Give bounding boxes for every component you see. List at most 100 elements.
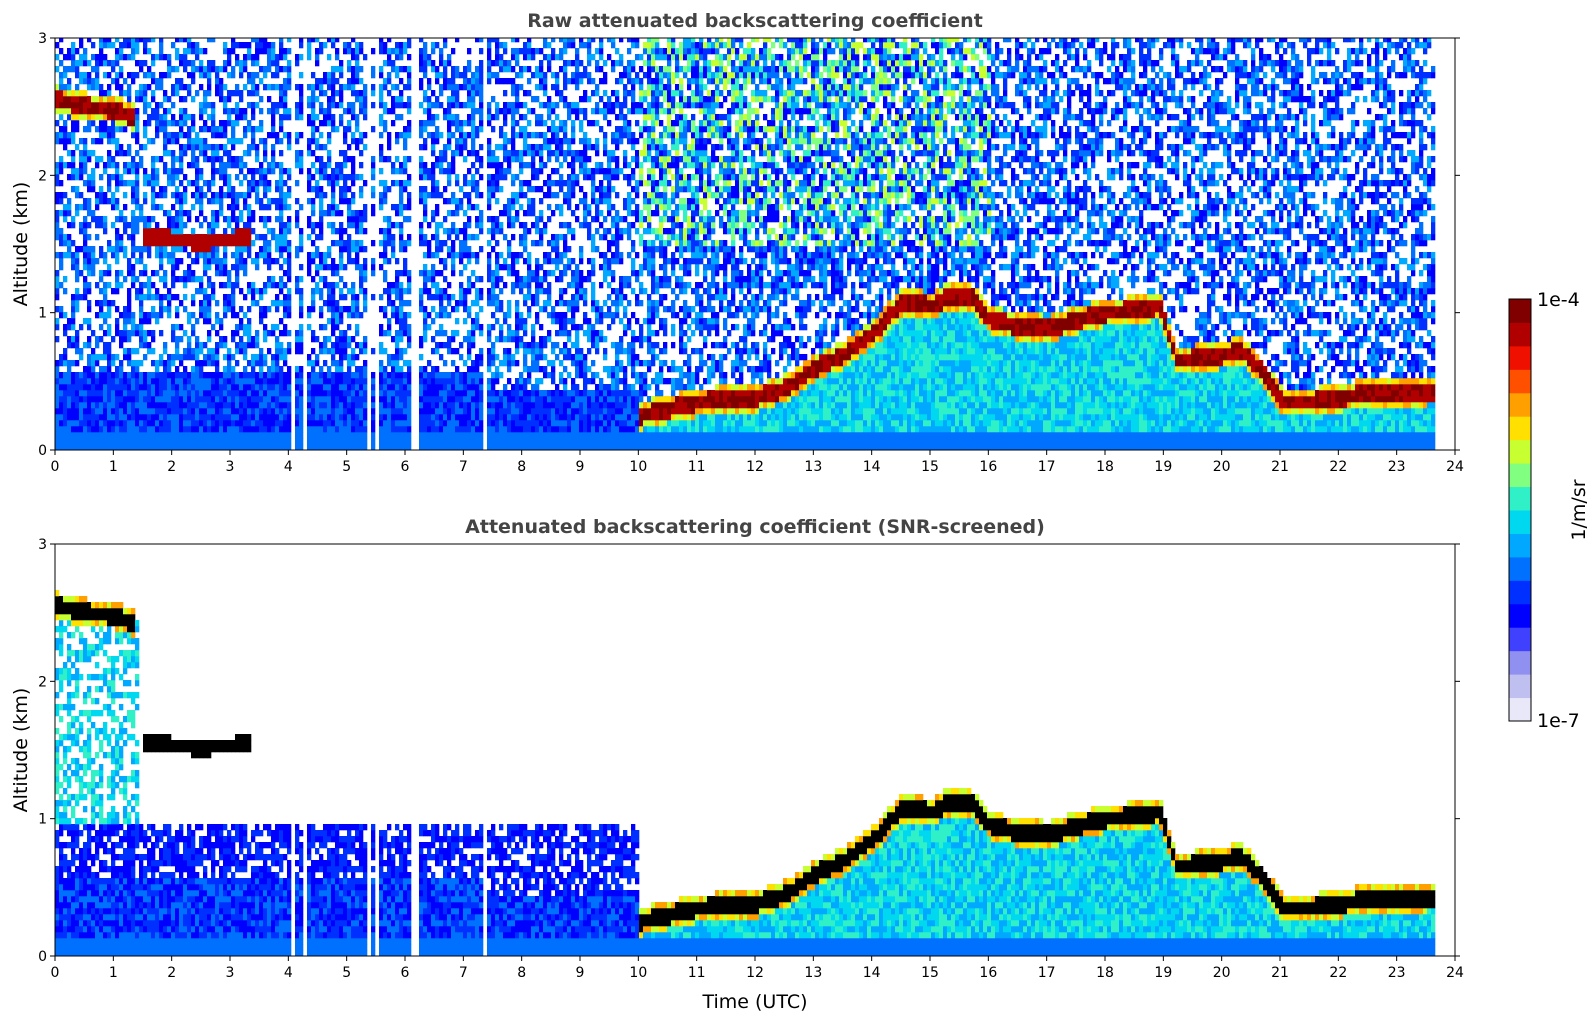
heatmap-cell — [251, 300, 256, 307]
heatmap-cell — [427, 192, 432, 199]
heatmap-cell — [507, 108, 512, 115]
heatmap-cell — [75, 210, 80, 217]
heatmap-cell — [123, 228, 128, 235]
heatmap-cell — [223, 168, 228, 175]
heatmap-cell — [135, 438, 140, 445]
heatmap-cell — [135, 42, 140, 49]
heatmap-cell — [55, 168, 60, 175]
heatmap-cell — [131, 438, 136, 445]
heatmap-cell — [427, 84, 432, 91]
heatmap-cell — [119, 96, 124, 103]
heatmap-cell — [231, 288, 236, 295]
heatmap-cell — [107, 396, 112, 403]
heatmap-cell — [227, 372, 232, 379]
heatmap-cell — [71, 342, 76, 349]
heatmap-cell — [95, 198, 100, 205]
heatmap-cell — [419, 102, 424, 109]
heatmap-cell — [235, 360, 240, 367]
heatmap-cell — [403, 408, 408, 415]
heatmap-cell — [71, 372, 76, 379]
heatmap-cell — [187, 180, 192, 187]
heatmap-cell — [83, 396, 88, 403]
heatmap-cell — [355, 138, 360, 145]
heatmap-cell — [407, 180, 412, 187]
heatmap-cell — [183, 246, 188, 253]
heatmap-cell — [259, 288, 264, 295]
heatmap-cell — [263, 396, 268, 403]
heatmap-cell — [331, 90, 336, 97]
heatmap-cell — [339, 366, 344, 373]
heatmap-cell — [279, 42, 284, 49]
heatmap-cell — [523, 342, 528, 349]
heatmap-cell — [443, 114, 448, 121]
heatmap-cell — [335, 336, 340, 343]
heatmap-cell — [215, 408, 220, 415]
heatmap-cell — [299, 38, 304, 43]
heatmap-cell — [331, 384, 336, 391]
heatmap-cell — [115, 408, 120, 415]
heatmap-cell — [399, 324, 404, 331]
heatmap-cell — [59, 156, 64, 163]
heatmap-cell — [363, 414, 368, 421]
heatmap-cell — [423, 210, 428, 217]
heatmap-cell — [427, 270, 432, 277]
heatmap-cell — [211, 246, 216, 253]
heatmap-cell — [95, 402, 100, 409]
heatmap-cell — [259, 420, 264, 427]
heatmap-cell — [219, 444, 224, 450]
heatmap-cell — [103, 378, 108, 385]
heatmap-cell — [279, 426, 284, 433]
heatmap-cell — [251, 144, 256, 151]
heatmap-cell — [227, 396, 232, 403]
heatmap-cell — [467, 114, 472, 121]
heatmap-cell — [243, 222, 248, 229]
heatmap-cell — [299, 444, 304, 450]
heatmap-cell — [171, 228, 176, 235]
heatmap-cell — [55, 390, 60, 397]
heatmap-cell — [451, 210, 456, 217]
heatmap-cell — [395, 54, 400, 61]
heatmap-cell — [235, 372, 240, 379]
heatmap-cell — [519, 288, 524, 295]
heatmap-cell — [67, 66, 72, 73]
heatmap-cell — [475, 252, 480, 259]
heatmap-cell — [323, 324, 328, 331]
heatmap-cell — [239, 318, 244, 325]
heatmap-cell — [147, 438, 152, 445]
heatmap-cell — [355, 120, 360, 127]
heatmap-cell — [503, 108, 508, 115]
heatmap-cell — [115, 444, 120, 450]
heatmap-cell — [247, 120, 252, 127]
heatmap-cell — [191, 60, 196, 67]
heatmap-cell — [359, 432, 364, 439]
heatmap-cell — [99, 288, 104, 295]
heatmap-cell — [239, 258, 244, 265]
heatmap-cell — [95, 126, 100, 133]
heatmap-cell — [455, 366, 460, 373]
heatmap-cell — [339, 264, 344, 271]
heatmap-cell — [103, 168, 108, 175]
heatmap-cell — [267, 252, 272, 259]
heatmap-cell — [395, 138, 400, 145]
heatmap-cell — [403, 270, 408, 277]
heatmap-cell — [227, 408, 232, 415]
heatmap-cell — [119, 420, 124, 427]
heatmap-cell — [67, 54, 72, 61]
heatmap-cell — [199, 186, 204, 193]
heatmap-cell — [487, 396, 492, 403]
heatmap-cell — [531, 360, 536, 367]
heatmap-cell — [123, 420, 128, 427]
heatmap-cell — [423, 288, 428, 295]
heatmap-cell — [227, 54, 232, 61]
heatmap-cell — [87, 234, 92, 241]
heatmap-cell — [75, 432, 80, 439]
heatmap-cell — [311, 384, 316, 391]
heatmap-cell — [79, 294, 84, 301]
heatmap-cell — [83, 216, 88, 223]
heatmap-cell — [155, 360, 160, 367]
heatmap-cell — [55, 84, 60, 91]
heatmap-cell — [175, 378, 180, 385]
heatmap-cell — [223, 246, 228, 253]
heatmap-cell — [247, 444, 252, 450]
heatmap-cell — [263, 312, 268, 319]
